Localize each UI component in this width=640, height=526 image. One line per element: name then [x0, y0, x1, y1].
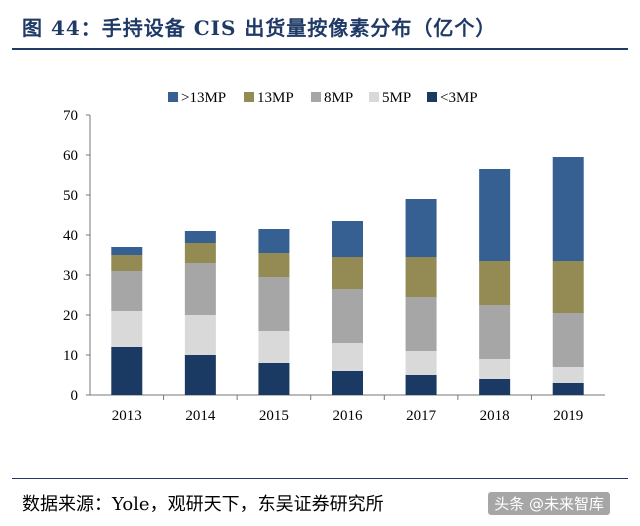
bar-segment-5mp-2019 [552, 367, 584, 383]
bar-segment-5mp-2013 [111, 311, 143, 347]
bar-segment-lt3mp-2019 [552, 383, 584, 395]
legend-label: 5MP [382, 90, 411, 106]
bar-segment-8mp-2014 [184, 263, 216, 315]
y-tick-label: 10 [63, 348, 78, 364]
y-tick-label: 70 [63, 108, 78, 124]
bar-segment-lt3mp-2018 [479, 379, 511, 395]
bar-segment-5mp-2015 [258, 331, 290, 363]
bar-segment-13mp-2015 [258, 253, 290, 277]
legend-swatch [369, 92, 379, 102]
bar-segment-13mp-2017 [405, 257, 437, 297]
x-tick-label: 2018 [480, 408, 510, 424]
bar-segment-gt13mp-2019 [552, 157, 584, 261]
bar-segment-8mp-2013 [111, 271, 143, 311]
bar-segment-13mp-2019 [552, 261, 584, 313]
bar-segment-13mp-2013 [111, 255, 143, 271]
x-tick-label: 2015 [259, 408, 289, 424]
stacked-bar-chart: 0 10 20 30 40 50 60 70 2013 2014 2015 2016 2017 2018 2… [63, 90, 605, 424]
bar-segment-lt3mp-2015 [258, 363, 290, 395]
bar-segment-5mp-2016 [332, 343, 363, 371]
y-tick-label: 0 [71, 388, 79, 404]
bar-segment-8mp-2017 [405, 297, 437, 351]
x-tick-label: 2019 [553, 408, 583, 424]
x-tick-label: 2016 [333, 408, 364, 424]
bar-segment-5mp-2017 [405, 351, 437, 375]
bar-segment-5mp-2018 [479, 359, 511, 379]
x-tick-label: 2014 [185, 408, 216, 424]
bar-segment-lt3mp-2014 [184, 355, 216, 395]
legend-label: 8MP [324, 90, 353, 106]
bar-segment-13mp-2016 [332, 257, 363, 289]
y-tick-label: 20 [63, 308, 78, 324]
bar-segment-13mp-2014 [184, 243, 216, 263]
watermark: 头条 @未来智库 [488, 492, 610, 515]
y-tick-label: 30 [63, 268, 78, 284]
legend-swatch [427, 92, 437, 102]
bar-segment-gt13mp-2014 [184, 231, 216, 243]
legend-label: 13MP [257, 90, 294, 106]
bar-segment-gt13mp-2018 [479, 169, 511, 261]
bar-segment-13mp-2018 [479, 261, 511, 305]
x-tick-label: 2017 [406, 408, 437, 424]
legend-swatch [244, 92, 254, 102]
bar-segment-8mp-2019 [552, 313, 584, 367]
bar-segment-8mp-2018 [479, 305, 511, 359]
legend-swatch [168, 92, 178, 102]
figure-title: 图 44：手持设备 CIS 出货量按像素分布（亿个） [22, 16, 497, 40]
source-note: 数据来源：Yole，观研天下，东吴证券研究所 [22, 494, 384, 515]
bar-segment-5mp-2014 [184, 315, 216, 355]
legend-label: >13MP [181, 90, 226, 106]
bar-segment-8mp-2015 [258, 277, 290, 331]
y-tick-label: 40 [63, 228, 78, 244]
bar-segment-lt3mp-2016 [332, 371, 363, 395]
title-divider [12, 48, 628, 50]
bar-segment-8mp-2016 [332, 289, 363, 343]
legend-swatch [311, 92, 321, 102]
bar-segment-lt3mp-2017 [405, 375, 437, 395]
y-tick-label: 50 [63, 188, 78, 204]
bar-segment-gt13mp-2015 [258, 229, 290, 253]
y-tick-label: 60 [63, 148, 78, 164]
bar-segment-lt3mp-2013 [111, 347, 143, 395]
bar-segment-gt13mp-2017 [405, 199, 437, 257]
footer-divider [12, 478, 628, 479]
legend-label: <3MP [440, 90, 478, 106]
bar-segment-gt13mp-2013 [111, 247, 143, 255]
bar-segment-gt13mp-2016 [332, 221, 363, 257]
x-tick-label: 2013 [112, 408, 142, 424]
